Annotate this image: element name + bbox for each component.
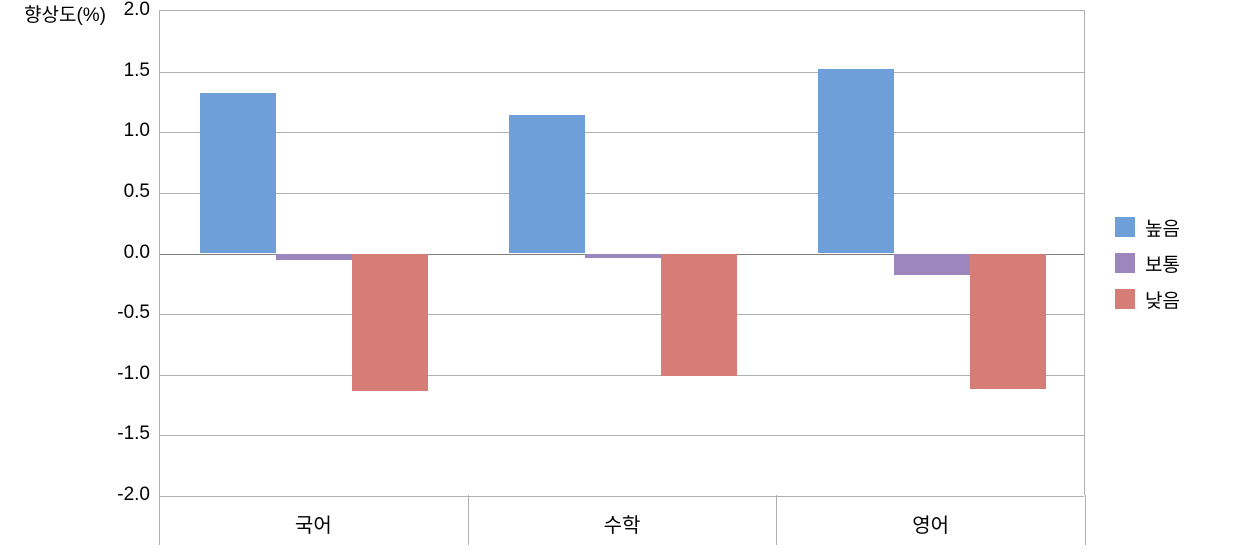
gridline [160, 375, 1084, 376]
bar-높음 [509, 115, 585, 253]
legend-swatch-low [1115, 289, 1135, 309]
y-tick-label: 0.5 [90, 181, 150, 203]
legend-swatch-high [1115, 217, 1135, 237]
category-label: 국어 [295, 509, 332, 538]
legend-item: 낮음 [1115, 288, 1180, 310]
y-tick-label: 0.0 [90, 242, 150, 264]
category-label: 수학 [604, 509, 641, 538]
category-divider [776, 495, 777, 545]
gridline [160, 314, 1084, 315]
legend-swatch-mid [1115, 253, 1135, 273]
category-divider [159, 495, 160, 545]
legend: 높음 보통 낮음 [1115, 216, 1180, 324]
y-tick-label: -1.0 [90, 363, 150, 385]
bar-높음 [818, 69, 894, 253]
bar-보통 [585, 254, 661, 259]
y-tick-label: 1.0 [90, 120, 150, 142]
legend-item: 높음 [1115, 216, 1180, 238]
bar-낮음 [352, 254, 428, 391]
y-tick-label: 1.5 [90, 60, 150, 82]
gridline [160, 132, 1084, 133]
category-divider [1085, 495, 1086, 545]
gridline [160, 72, 1084, 73]
y-tick-label: 2.0 [90, 0, 150, 21]
bar-보통 [276, 254, 352, 260]
legend-label: 보통 [1145, 250, 1180, 277]
plot-area [159, 10, 1085, 495]
legend-label: 높음 [1145, 214, 1180, 241]
y-tick-label: -0.5 [90, 302, 150, 324]
gridline [160, 496, 1084, 497]
bar-높음 [200, 93, 276, 253]
legend-item: 보통 [1115, 252, 1180, 274]
legend-label: 낮음 [1145, 286, 1180, 313]
y-tick-label: -2.0 [90, 484, 150, 506]
y-tick-label: -1.5 [90, 423, 150, 445]
bar-낮음 [661, 254, 737, 376]
bar-낮음 [970, 254, 1046, 390]
category-divider [468, 495, 469, 545]
bar-보통 [894, 254, 970, 276]
gridline [160, 435, 1084, 436]
gridline [160, 193, 1084, 194]
chart-container: 향상도(%) 2.01.51.00.50.0-0.5-1.0-1.5-2.0 국… [0, 0, 1240, 556]
category-label: 영어 [912, 509, 949, 538]
